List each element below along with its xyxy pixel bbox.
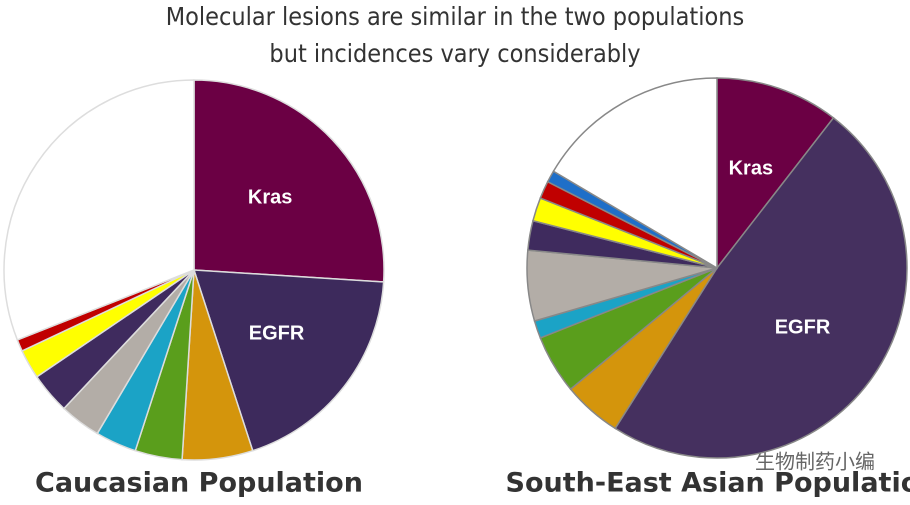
pie-slice bbox=[193, 79, 385, 283]
title: Molecular lesions are similar in the two… bbox=[166, 2, 744, 31]
pie-slice bbox=[716, 77, 835, 271]
watermark: 生物制药小编 bbox=[755, 450, 875, 474]
slice-label: EGFR bbox=[249, 322, 305, 344]
pie-title: Caucasian Population bbox=[35, 468, 363, 499]
slice-label: EGFR bbox=[775, 316, 831, 338]
slice-label: Kras bbox=[248, 187, 292, 209]
pie-slice bbox=[3, 79, 195, 341]
title: but incidences vary considerably bbox=[269, 39, 640, 68]
pie-slice bbox=[614, 116, 908, 459]
pie-slice bbox=[192, 269, 385, 452]
pie-title: South-East Asian Population bbox=[506, 468, 910, 499]
pie-slice bbox=[552, 77, 718, 270]
slice-label: Kras bbox=[729, 157, 773, 179]
